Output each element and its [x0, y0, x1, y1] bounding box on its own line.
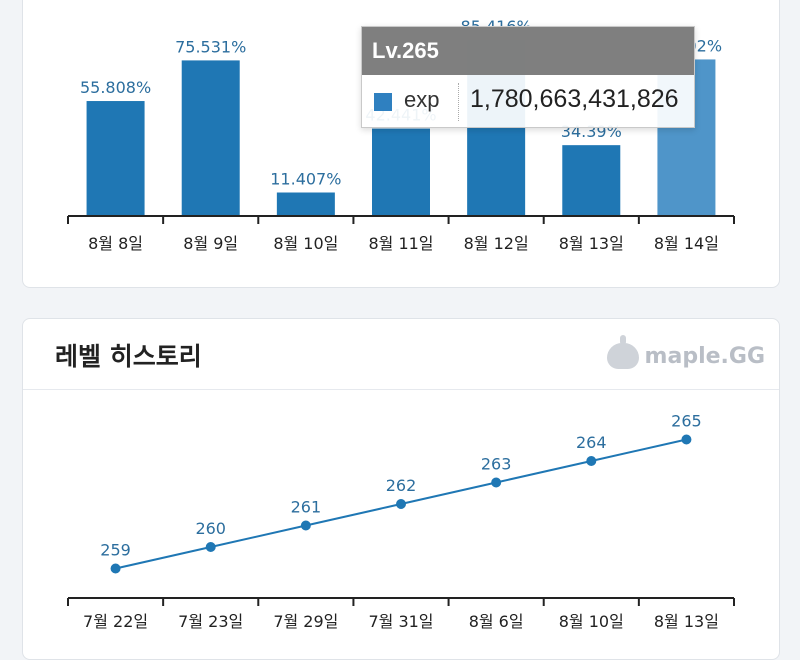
data-label: 11.407% — [270, 170, 341, 189]
bar — [372, 128, 430, 216]
data-label: 263 — [481, 455, 512, 474]
data-label: 259 — [100, 541, 131, 560]
x-tick-label: 8월 12일 — [464, 234, 529, 253]
maple-gg-logo-icon — [606, 335, 639, 369]
x-tick-label: 8월 11일 — [368, 234, 433, 253]
x-tick-label: 8월 13일 — [654, 612, 719, 631]
x-tick-label: 7월 22일 — [83, 612, 148, 631]
tooltip-series-name: exp — [404, 87, 440, 112]
data-label: 262 — [386, 476, 417, 495]
x-tick-label: 8월 10일 — [559, 612, 624, 631]
card-title: 레벨 히스토리 — [55, 342, 202, 371]
maple-gg-logo: maple.GG — [606, 335, 765, 369]
data-label: 260 — [195, 519, 226, 538]
data-label: 261 — [291, 498, 322, 517]
data-point — [586, 456, 597, 466]
bar — [562, 145, 621, 216]
x-tick-label: 8월 6일 — [469, 612, 524, 631]
data-point — [491, 477, 502, 488]
tooltip-row: exp 1,780,663,431,826 — [362, 75, 694, 127]
tooltip-value: 1,780,663,431,826 — [470, 85, 679, 113]
bar — [181, 60, 240, 216]
tooltip-divider — [458, 83, 459, 121]
logo-text: maple.GG — [644, 343, 765, 369]
x-tick-label: 8월 14일 — [654, 234, 719, 253]
data-label: 55.808% — [80, 78, 151, 97]
x-tick-label: 8월 10일 — [273, 234, 338, 253]
data-label: 75.531% — [175, 37, 246, 56]
x-tick-label: 7월 31일 — [368, 612, 433, 631]
tooltip-title: Lv.265 — [362, 27, 694, 75]
data-label: 265 — [671, 412, 702, 431]
data-point — [110, 563, 121, 574]
data-point — [205, 542, 216, 552]
x-tick-label: 8월 8일 — [88, 234, 143, 253]
x-tick-label: 7월 29일 — [273, 612, 338, 631]
data-point — [396, 499, 406, 509]
x-tick-label: 8월 9일 — [183, 234, 238, 253]
bar — [86, 101, 145, 216]
data-point — [681, 434, 692, 445]
x-tick-label: 7월 23일 — [178, 612, 243, 631]
bar — [276, 192, 335, 216]
card-header: 레벨 히스토리 maple.GG — [23, 319, 779, 390]
x-tick-label: 8월 13일 — [559, 234, 624, 253]
data-label: 264 — [576, 433, 607, 452]
chart-tooltip: Lv.265 exp 1,780,663,431,826 — [361, 26, 695, 128]
level-history-card: 레벨 히스토리 maple.GG — [22, 318, 780, 660]
data-point — [300, 520, 311, 531]
series-swatch — [374, 93, 392, 111]
